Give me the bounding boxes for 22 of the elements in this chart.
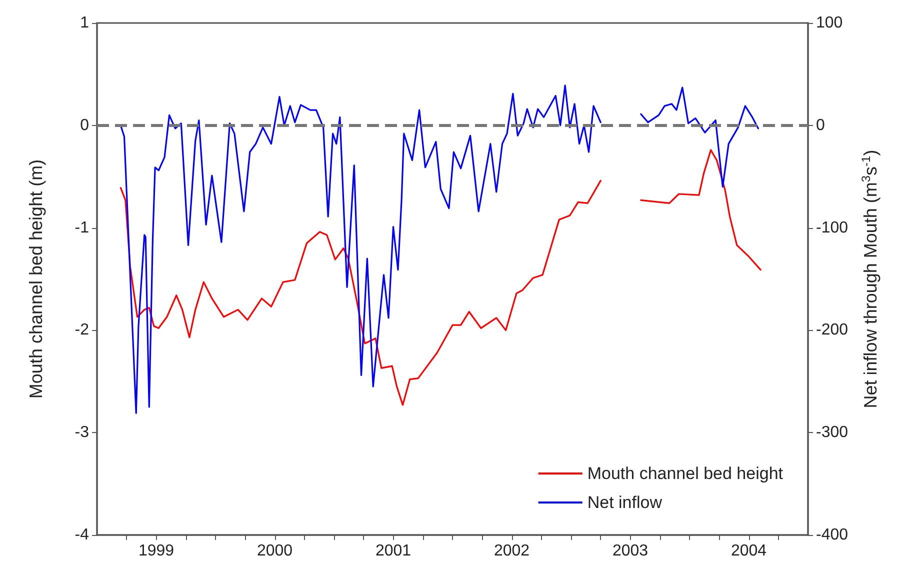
x-tick-label: 2002 <box>494 542 530 560</box>
y2-tick-label: -300 <box>816 424 848 442</box>
x-tick-label: 1999 <box>138 542 174 560</box>
x-tick-label: 2004 <box>730 542 767 560</box>
y2-tick-label: -400 <box>816 526 848 544</box>
y-tick-label: -4 <box>74 526 90 544</box>
y-axis-title: Mouth channel bed height (m) <box>26 159 46 399</box>
y-tick-label: -1 <box>74 219 90 236</box>
y-tick-label: -2 <box>74 322 90 339</box>
legend-label: Net inflow <box>587 493 663 512</box>
y2-tick-label: 100 <box>816 14 843 32</box>
y-tick-label: 1 <box>80 14 90 32</box>
y2-tick-label: 0 <box>816 116 825 134</box>
y2-tick-label: -100 <box>816 219 848 236</box>
y2-axis-title: Net inflow through Mouth (m3s-1) <box>859 150 880 408</box>
y2-tick-label: -200 <box>816 322 848 339</box>
y-tick-label: 0 <box>80 116 90 134</box>
x-tick-label: 2000 <box>256 542 293 560</box>
legend-label: Mouth channel bed height <box>587 464 784 483</box>
x-tick-label: 2003 <box>612 542 648 560</box>
x-tick-label: 2001 <box>375 542 412 560</box>
y-tick-label: -3 <box>74 424 90 442</box>
